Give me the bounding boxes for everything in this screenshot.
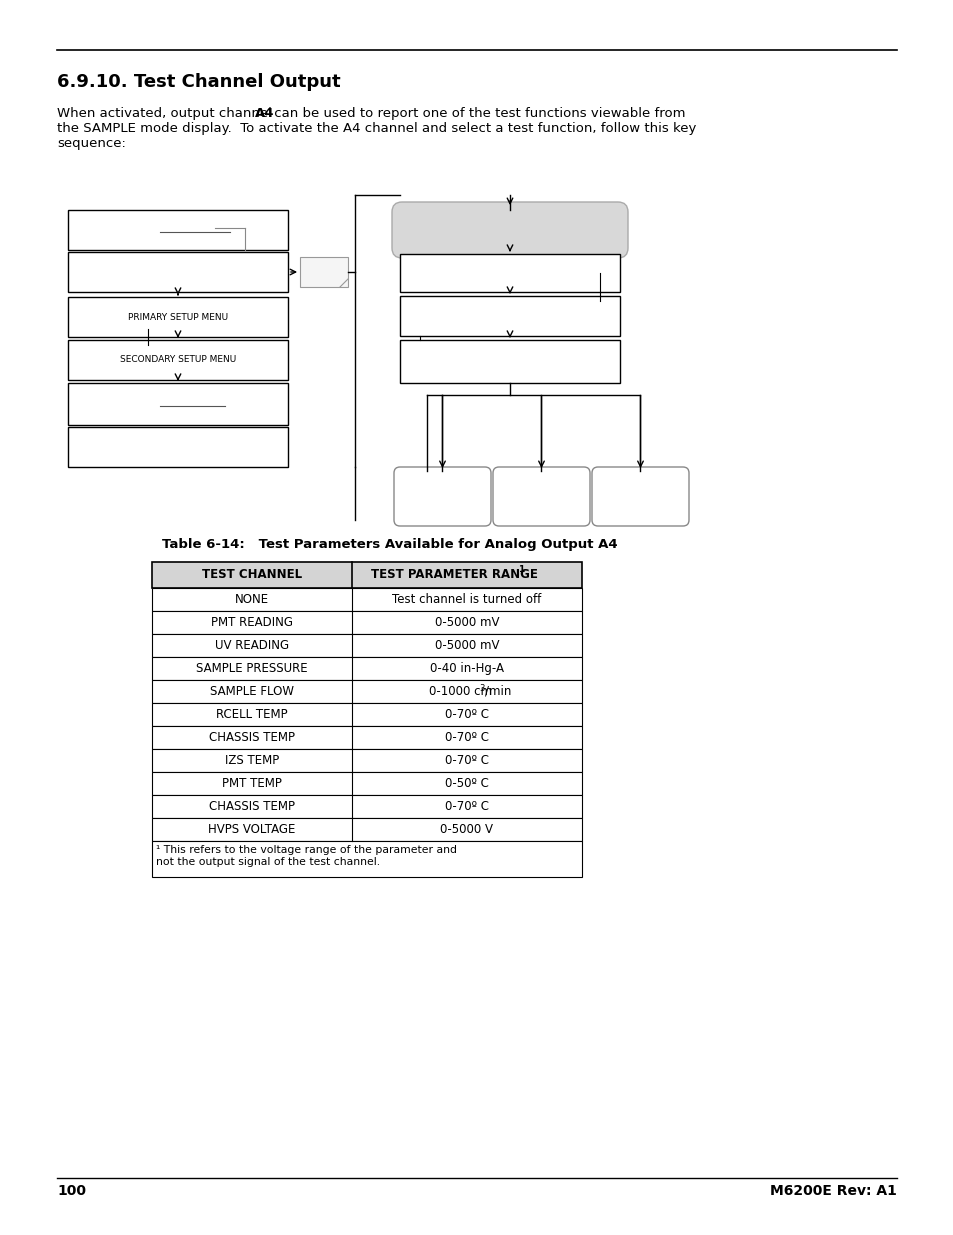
Text: 0-1000 cm: 0-1000 cm	[429, 685, 492, 698]
Text: 0-40 in-Hg-A: 0-40 in-Hg-A	[430, 662, 503, 676]
Bar	[152, 726, 581, 748]
Text: 0-5000 mV: 0-5000 mV	[435, 616, 498, 629]
Bar	[152, 680, 581, 703]
Bar	[299, 257, 348, 287]
Text: 0-5000 V: 0-5000 V	[440, 823, 493, 836]
Text: M6200E Rev: A1: M6200E Rev: A1	[769, 1184, 896, 1198]
Text: PRIMARY SETUP MENU: PRIMARY SETUP MENU	[128, 312, 228, 321]
Text: 100: 100	[57, 1184, 86, 1198]
Text: /min: /min	[484, 685, 511, 698]
Text: PMT READING: PMT READING	[211, 616, 293, 629]
Text: 0-70º C: 0-70º C	[444, 755, 489, 767]
Text: 6.9.10. Test Channel Output: 6.9.10. Test Channel Output	[57, 73, 340, 91]
Text: SAMPLE FLOW: SAMPLE FLOW	[210, 685, 294, 698]
Text: NONE: NONE	[234, 593, 269, 606]
Text: 1: 1	[517, 566, 523, 574]
FancyBboxPatch shape	[592, 467, 688, 526]
Bar	[68, 296, 288, 337]
Text: 0-70º C: 0-70º C	[444, 708, 489, 721]
Text: 3: 3	[478, 684, 484, 693]
Bar	[399, 254, 619, 291]
Bar	[68, 210, 288, 249]
Bar	[152, 772, 581, 795]
Bar	[68, 427, 288, 467]
Text: PMT TEMP: PMT TEMP	[222, 777, 282, 790]
Bar	[152, 611, 581, 634]
Text: sequence:: sequence:	[57, 137, 126, 149]
Bar	[68, 252, 288, 291]
Text: SECONDARY SETUP MENU: SECONDARY SETUP MENU	[120, 356, 236, 364]
Bar	[152, 795, 581, 818]
Bar	[152, 657, 581, 680]
Text: ¹ This refers to the voltage range of the parameter and
not the output signal of: ¹ This refers to the voltage range of th…	[156, 845, 456, 867]
FancyBboxPatch shape	[392, 203, 627, 258]
Text: 0-5000 mV: 0-5000 mV	[435, 638, 498, 652]
Text: TEST PARAMETER RANGE: TEST PARAMETER RANGE	[371, 568, 542, 580]
Text: the SAMPLE mode display.  To activate the A4 channel and select a test function,: the SAMPLE mode display. To activate the…	[57, 122, 696, 135]
Text: IZS TEMP: IZS TEMP	[225, 755, 279, 767]
Text: Test channel is turned off: Test channel is turned off	[392, 593, 541, 606]
Text: 0-70º C: 0-70º C	[444, 800, 489, 813]
Text: 0-50º C: 0-50º C	[445, 777, 489, 790]
FancyBboxPatch shape	[493, 467, 589, 526]
Text: HVPS VOLTAGE: HVPS VOLTAGE	[208, 823, 295, 836]
Bar	[152, 562, 581, 588]
Text: can be used to report one of the test functions viewable from: can be used to report one of the test fu…	[270, 107, 685, 120]
Text: A4: A4	[254, 107, 274, 120]
Bar	[152, 703, 581, 726]
Bar	[68, 340, 288, 380]
Bar	[152, 818, 581, 841]
Text: 0-70º C: 0-70º C	[444, 731, 489, 743]
Text: Table 6-14:   Test Parameters Available for Analog Output A4: Table 6-14: Test Parameters Available fo…	[162, 538, 618, 551]
Bar	[152, 748, 581, 772]
Text: SAMPLE PRESSURE: SAMPLE PRESSURE	[196, 662, 308, 676]
Bar	[399, 340, 619, 383]
FancyBboxPatch shape	[394, 467, 491, 526]
Text: CHASSIS TEMP: CHASSIS TEMP	[209, 800, 294, 813]
Bar	[68, 383, 288, 425]
Text: TEST CHANNEL: TEST CHANNEL	[202, 568, 302, 582]
Bar	[152, 634, 581, 657]
Bar	[399, 296, 619, 336]
Bar	[152, 588, 581, 611]
Text: RCELL TEMP: RCELL TEMP	[216, 708, 288, 721]
Text: CHASSIS TEMP: CHASSIS TEMP	[209, 731, 294, 743]
Text: When activated, output channel: When activated, output channel	[57, 107, 275, 120]
Text: UV READING: UV READING	[214, 638, 289, 652]
Bar	[152, 841, 581, 877]
